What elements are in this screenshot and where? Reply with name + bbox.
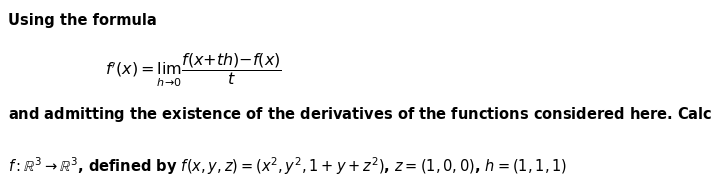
Text: and admitting the existence of the derivatives of the functions considered here.: and admitting the existence of the deriv…	[9, 105, 712, 125]
Text: $f: \mathbb{R}^3 \rightarrow \mathbb{R}^3$, defined by $f(x, y, z) = (x^2, y^2, : $f: \mathbb{R}^3 \rightarrow \mathbb{R}^…	[9, 156, 567, 177]
Text: Using the formula: Using the formula	[9, 13, 157, 28]
Text: $f'(x) = \lim_{h \to 0} \dfrac{f(x + th) - f(x)}{t}$: $f'(x) = \lim_{h \to 0} \dfrac{f(x + th)…	[105, 52, 282, 89]
